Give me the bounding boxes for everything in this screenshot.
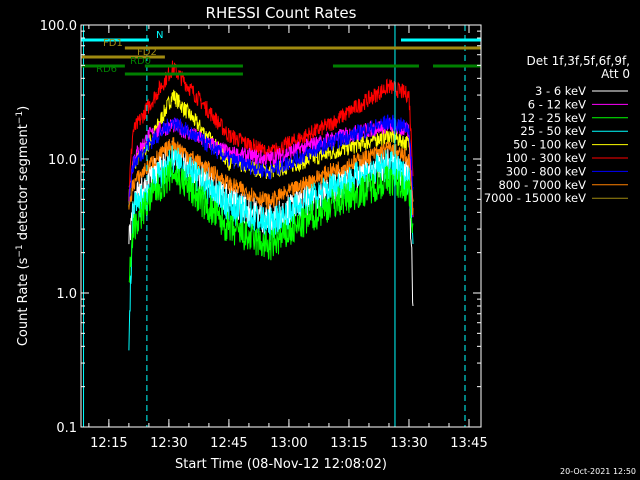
y-tick-label: 1.0	[56, 287, 77, 302]
legend-label-8: 7000 - 15000 keV	[484, 191, 586, 205]
legend-label-4: 50 - 100 keV	[513, 138, 586, 152]
flag-label-rd0: RD0	[130, 56, 151, 67]
series-line-6	[128, 114, 414, 205]
flag-label-rd6: RD6	[96, 64, 117, 75]
legend-label-3: 25 - 50 keV	[520, 124, 586, 138]
x-tick-label: 12:45	[210, 436, 247, 451]
plot-frame	[80, 24, 482, 428]
x-tick-label: 13:00	[270, 436, 307, 451]
series-line-2	[128, 158, 414, 284]
flag-label-n: N	[156, 30, 163, 41]
legend-label-6: 300 - 800 keV	[506, 164, 586, 178]
legend-label-5: 100 - 300 keV	[506, 151, 586, 165]
x-axis-label: Start Time (08-Nov-12 12:08:02)	[175, 457, 387, 472]
legend-header-line-1: Det 1f,3f,5f,6f,9f,	[526, 54, 630, 68]
footer-timestamp: 20-Oct-2021 12:50	[560, 467, 636, 476]
y-tick-label: 0.1	[56, 421, 77, 436]
x-tick-label: 12:30	[150, 436, 187, 451]
chart-title: RHESSI Count Rates	[206, 4, 357, 22]
legend-label-1: 6 - 12 keV	[528, 97, 586, 111]
series-line-3	[128, 145, 414, 351]
legend-header-line-2: Att 0	[601, 67, 630, 81]
legend-label-2: 12 - 25 keV	[520, 111, 586, 125]
series-line-7	[128, 137, 414, 216]
x-axis: 12:15 12:30 12:45 13:00 13:15 13:30 13:45	[88, 25, 488, 451]
series-line-5	[128, 60, 414, 188]
x-tick-label: 12:15	[90, 436, 127, 451]
x-tick-label: 13:45	[450, 436, 487, 451]
flag-label-fd2: FD2	[137, 47, 157, 58]
y-tick-label: 10.0	[48, 153, 77, 168]
flag-label-fd1: FD1	[103, 38, 123, 49]
y-tick-label: 100.0	[40, 19, 77, 34]
legend-label-0: 3 - 6 keV	[535, 84, 586, 98]
legend-label-7: 800 - 7000 keV	[498, 178, 586, 192]
y-axis-label: Count Rate (s−1 detector segment−1)	[15, 106, 31, 346]
x-tick-label: 13:15	[330, 436, 367, 451]
y-axis: 0.1 1.0 10.0 100.0	[40, 19, 481, 436]
x-tick-label: 13:30	[390, 436, 427, 451]
